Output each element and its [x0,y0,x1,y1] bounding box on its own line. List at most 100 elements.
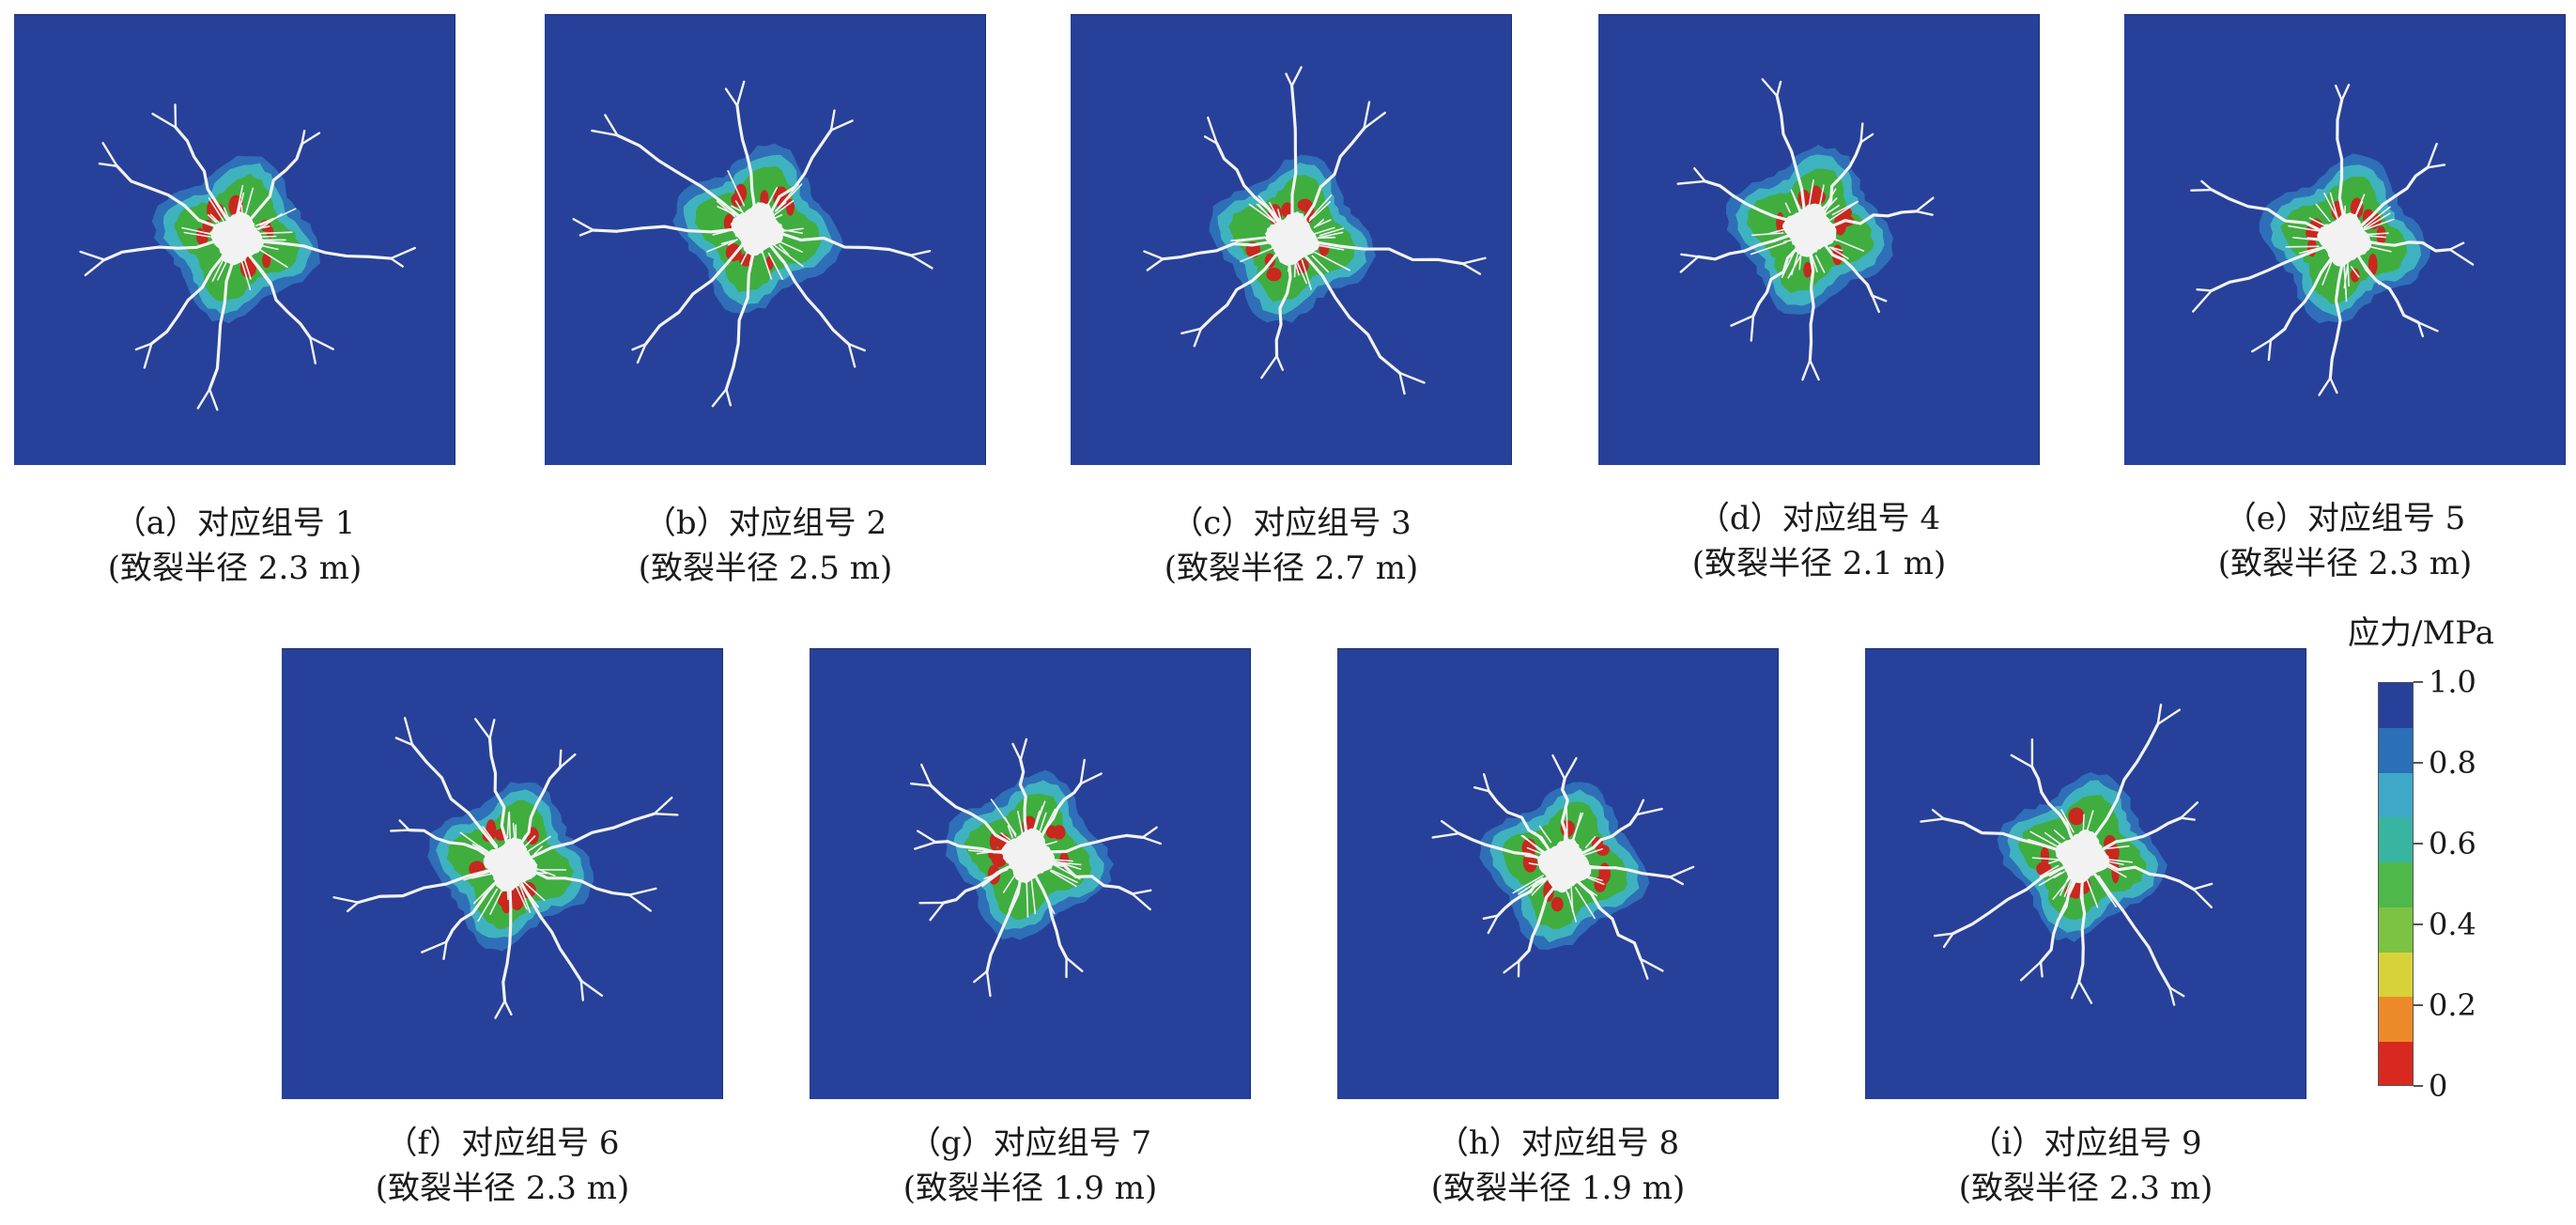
crack-branch [2077,980,2093,1004]
micro-crack [772,200,794,217]
micro-crack [967,849,1004,855]
caption-d: （d）对应组号 4 (致裂半径 2.1 m) [1598,496,2040,586]
borehole [2317,212,2372,267]
micro-crack [1314,219,1332,228]
crack-branch [1563,756,1578,781]
crack-branch [604,114,619,137]
damage-spot [1594,876,1607,892]
micro-crack [209,213,223,226]
crack-branch [2168,986,2176,1006]
micro-crack [1045,841,1057,845]
micro-crack [1581,884,1598,897]
crack-branch [1473,785,1490,793]
micro-crack [734,200,745,215]
caption-a: （a）对应组号 1 (致裂半径 2.3 m) [14,501,455,591]
crack-line [615,133,741,218]
micro-crack [1570,886,1574,913]
micro-crack [1784,202,1791,213]
crack-branch [572,218,594,232]
crack-line [1048,833,1145,854]
damage-spot [509,888,525,911]
crack-branch [2426,163,2446,169]
micro-crack [1296,262,1307,285]
micro-crack [217,258,229,281]
crack-branch [1920,817,1946,823]
crack-line [102,240,217,262]
micro-crack [1314,226,1335,235]
crack-branch [829,109,836,132]
colorbar-tick-label: 1.0 [2429,664,2476,700]
micro-crack [1584,864,1607,868]
crack-branch [1871,294,1888,302]
micro-crack [1751,232,1784,237]
micro-crack [1566,808,1568,847]
crack-branch [627,887,657,896]
micro-crack [2361,212,2391,232]
micro-crack [1301,259,1312,290]
panel-g [810,648,1251,1099]
crack-branch [579,979,604,998]
micro-crack [1053,861,1082,866]
damage-spot [1266,267,1282,282]
crack-line [1290,84,1298,219]
crack-branch [2251,338,2273,353]
crack-pattern-f [332,717,679,1019]
micro-crack [208,197,224,222]
micro-crack [1584,835,1597,849]
micro-crack [463,870,494,881]
colorbar [2378,682,2414,1086]
colorbar-tick-mark [2414,681,2423,683]
crack-line [2091,722,2160,839]
crack-line [444,880,498,944]
crack-line [929,783,1011,845]
micro-crack [524,835,551,854]
micro-crack [2362,218,2395,231]
micro-crack [2100,861,2127,878]
crack-line [248,255,312,339]
micro-crack [240,259,252,290]
micro-crack [1581,847,1603,858]
crack-line [208,258,235,391]
crack-branch [1871,294,1880,314]
micro-crack [2315,203,2331,223]
crack-line [1751,246,1799,318]
crack-branch [332,896,360,904]
crack-branch [1398,371,1426,384]
crack-line [1703,179,1792,223]
caption-b: （b）对应组号 2 (致裂半径 2.5 m) [545,501,986,591]
crack-line [769,245,851,346]
caption-a-title: （a）对应组号 1 [114,504,356,542]
micro-crack [1017,810,1024,833]
crack-branch [973,969,989,984]
crack-branch [2448,248,2475,266]
crack-branch [208,388,219,411]
caption-i: （i）对应组号 9 (致裂半径 2.3 m) [1865,1121,2306,1211]
micro-crack [976,849,1002,855]
micro-crack [2342,259,2347,295]
crack-branch [1859,132,1874,144]
colorbar-tick-label: 0.8 [2429,745,2476,781]
crack-branch [917,830,937,844]
panel-h [1337,648,1779,1099]
micro-crack [2048,867,2064,877]
micro-crack [2102,858,2133,863]
micro-crack [1574,887,1596,920]
crack-line [1942,816,2062,853]
crack-line [410,743,498,849]
micro-crack [1527,879,1546,892]
micro-crack [1810,253,1818,273]
crack-branch [1668,865,1695,878]
crack-branch [196,388,211,410]
crack-branch [1440,819,1460,835]
crack-branch [909,249,932,256]
damage-spot [2350,268,2360,283]
caption-b-radius: (致裂半径 2.5 m) [638,550,893,587]
caption-h: （h）对应组号 8 (致裂半径 1.9 m) [1337,1121,1779,1211]
micro-crack [2039,864,2059,877]
panel-b [545,14,986,465]
crack-line [520,882,583,983]
micro-crack [990,799,1017,835]
micro-crack [2038,872,2062,887]
micro-crack [1315,243,1345,251]
crack-branch [1203,135,1218,145]
